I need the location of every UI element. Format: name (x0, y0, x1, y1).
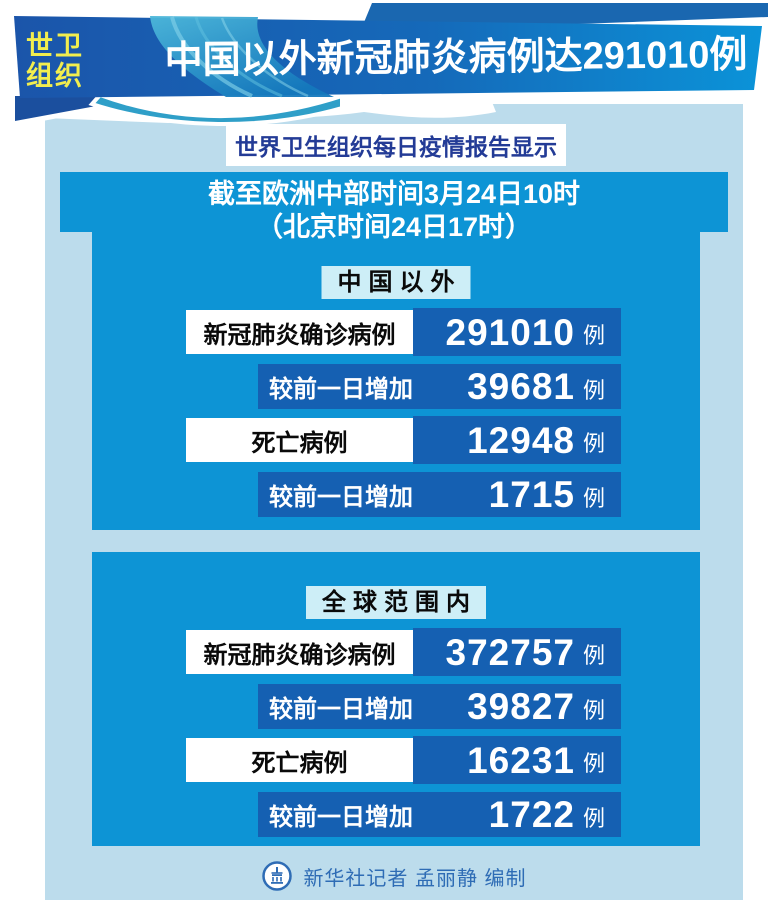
stat-row-deaths: 死亡病例 16231 例 (92, 736, 700, 784)
stat-value: 1715 例 (489, 476, 605, 513)
stat-unit: 例 (582, 697, 605, 723)
stat-label: 新冠肺炎确诊病例 (186, 630, 413, 674)
stat-row-deaths-increase: 较前一日增加 1715 例 (92, 470, 700, 518)
stat-box: 较前一日增加 39681 例 (258, 364, 621, 409)
stat-value: 12948 例 (413, 416, 621, 464)
as-of-text: 截至欧洲中部时间3月24日10时 （北京时间24日17时） (60, 178, 728, 244)
stat-value: 16231 例 (413, 736, 621, 784)
org-badge-line1: 世卫 (26, 31, 84, 61)
stat-number: 39827 (467, 686, 575, 727)
stat-unit: 例 (582, 431, 605, 456)
stat-label: 较前一日增加 (269, 376, 413, 403)
source-note: 世界卫生组织每日疫情报告显示 (226, 124, 566, 166)
scope-label: 中国以外 (321, 266, 471, 299)
stat-number: 291010 (445, 311, 575, 353)
stat-label: 新冠肺炎确诊病例 (186, 310, 413, 354)
stat-unit: 例 (582, 377, 605, 403)
stat-number: 39681 (467, 366, 575, 407)
stat-box: 较前一日增加 1715 例 (258, 472, 621, 517)
scope-label: 全球范围内 (306, 586, 486, 619)
stat-label: 较前一日增加 (269, 804, 413, 831)
stat-unit: 例 (582, 485, 605, 511)
stat-row-deaths: 死亡病例 12948 例 (92, 416, 700, 464)
xinhua-logo-icon (262, 861, 293, 891)
stat-unit: 例 (582, 805, 605, 831)
stat-row-confirmed: 新冠肺炎确诊病例 291010 例 (92, 308, 700, 356)
stat-value: 372757 例 (413, 628, 621, 676)
stat-value: 39681 例 (467, 368, 605, 405)
footer-credit-bar: 新华社记者 孟丽静 编制 (45, 856, 743, 896)
stat-number: 1722 (488, 794, 575, 835)
as-of-line2: （北京时间24日17时） (255, 212, 533, 242)
stat-unit: 例 (582, 751, 605, 776)
org-badge: 世卫 组织 (26, 31, 84, 91)
stat-unit: 例 (582, 323, 605, 348)
credit-text: 新华社记者 孟丽静 编制 (303, 867, 527, 890)
stat-number: 372757 (445, 631, 575, 673)
stat-row-deaths-increase: 较前一日增加 1722 例 (92, 790, 700, 838)
stat-row-confirmed-increase: 较前一日增加 39681 例 (92, 362, 700, 410)
stat-box: 较前一日增加 1722 例 (258, 792, 621, 837)
stat-label: 死亡病例 (186, 418, 413, 462)
page-title: 中国以外新冠肺炎病例达291010例 (164, 33, 748, 82)
stat-value: 39827 例 (467, 688, 605, 725)
stat-number: 1715 (488, 474, 575, 515)
stat-number: 16231 (467, 739, 575, 781)
stat-label: 死亡病例 (186, 738, 413, 782)
stat-unit: 例 (582, 643, 605, 668)
stat-box: 较前一日增加 39827 例 (258, 684, 621, 729)
stat-row-confirmed: 新冠肺炎确诊病例 372757 例 (92, 628, 700, 676)
stat-number: 12948 (467, 419, 575, 461)
stat-value: 1722 例 (489, 796, 605, 833)
as-of-line1: 截至欧洲中部时间3月24日10时 (207, 179, 581, 209)
stat-row-confirmed-increase: 较前一日增加 39827 例 (92, 682, 700, 730)
stat-label: 较前一日增加 (269, 696, 413, 723)
org-badge-line2: 组织 (26, 61, 84, 91)
stat-value: 291010 例 (413, 308, 621, 356)
section-worldwide: 全球范围内 新冠肺炎确诊病例 372757 例 较前一日增加 39827 例 死… (92, 552, 700, 846)
section-outside-china: 中国以外 新冠肺炎确诊病例 291010 例 较前一日增加 39681 例 死亡… (92, 232, 700, 530)
stat-label: 较前一日增加 (269, 484, 413, 511)
as-of-band (60, 172, 728, 232)
